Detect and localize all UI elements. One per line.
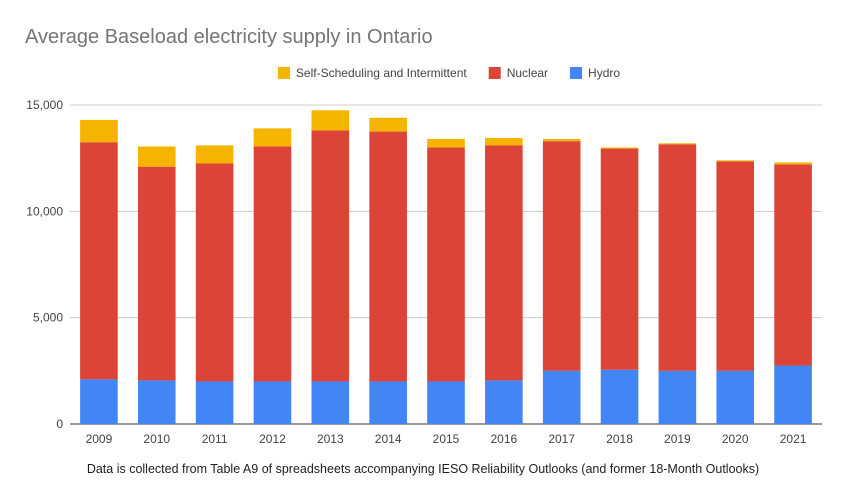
bar-stack-2016: [485, 137, 523, 424]
bar-nuclear-2012: [253, 146, 292, 382]
bar-self-scheduling-and-intermittent-2010: [137, 146, 176, 167]
legend-label: Hydro: [588, 66, 620, 80]
bar-stack-2019: [658, 143, 697, 424]
bar-self-scheduling-and-intermittent-2013: [311, 110, 350, 131]
x-tick-label: 2020: [722, 432, 749, 446]
x-tick-label: 2017: [548, 432, 575, 446]
bar-hydro-2014: [369, 381, 407, 424]
bar-nuclear-2016: [485, 145, 523, 381]
bar-self-scheduling-and-intermittent-2017: [542, 139, 581, 142]
bar-stack-2018: [600, 147, 639, 424]
legend-item-hydro: Hydro: [570, 66, 620, 80]
x-tick-label: 2021: [780, 432, 807, 446]
chart-caption: Data is collected from Table A9 of sprea…: [86, 462, 760, 476]
bar-stack-2020: [716, 160, 755, 424]
legend-item-self-scheduling-and-intermittent: Self-Scheduling and Intermittent: [277, 66, 467, 80]
y-tick-label: 0: [56, 417, 63, 431]
bar-stack-2017: [542, 139, 581, 424]
bar-hydro-2013: [311, 381, 350, 424]
bar-nuclear-2009: [80, 142, 118, 380]
bar-nuclear-2011: [195, 163, 234, 382]
x-tick-label: 2010: [143, 432, 170, 446]
bar-stack-2009: [80, 119, 118, 424]
x-tick-label: 2019: [664, 432, 691, 446]
bar-stack-2011: [195, 145, 234, 424]
x-tick-label: 2013: [317, 432, 344, 446]
bar-stack-2013: [311, 110, 350, 424]
bar-self-scheduling-and-intermittent-2020: [716, 160, 755, 162]
y-tick-label: 15,000: [26, 98, 63, 112]
bar-self-scheduling-and-intermittent-2021: [774, 162, 812, 165]
x-tick-label: 2014: [375, 432, 402, 446]
bar-nuclear-2020: [716, 161, 755, 371]
bar-stack-2021: [774, 162, 812, 424]
bar-hydro-2015: [427, 381, 465, 424]
legend-label: Nuclear: [507, 66, 548, 80]
bar-hydro-2016: [485, 380, 523, 424]
bar-stacks: [80, 110, 812, 424]
bar-self-scheduling-and-intermittent-2009: [80, 119, 118, 143]
bar-hydro-2017: [542, 370, 581, 424]
bar-nuclear-2010: [137, 166, 176, 381]
x-tick-label: 2018: [606, 432, 633, 446]
bar-self-scheduling-and-intermittent-2019: [658, 143, 697, 145]
x-axis: 2009 2010 2011 2012 2013 2014 2015 2016 2017 2018…: [86, 432, 807, 446]
bar-nuclear-2013: [311, 130, 350, 382]
x-tick-label: 2011: [202, 432, 228, 446]
bar-stack-2014: [369, 117, 407, 424]
bar-self-scheduling-and-intermittent-2014: [369, 117, 407, 132]
legend: Self-Scheduling and Intermittent Nuclear H…: [277, 66, 620, 80]
bar-nuclear-2014: [369, 131, 407, 382]
legend-swatch: [488, 67, 501, 79]
bar-hydro-2021: [774, 365, 812, 424]
bar-nuclear-2017: [542, 141, 581, 371]
chart-title: Average Baseload electricity supply in O…: [25, 26, 433, 48]
x-tick-label: 2016: [490, 432, 517, 446]
y-axis: 0 5,000 10,000 15,000: [26, 98, 63, 431]
bar-stack-2015: [427, 139, 465, 424]
legend-swatch: [570, 67, 583, 79]
bar-self-scheduling-and-intermittent-2016: [485, 137, 523, 146]
bar-hydro-2010: [137, 380, 176, 424]
bar-self-scheduling-and-intermittent-2012: [253, 128, 292, 147]
legend-swatch: [277, 67, 290, 79]
bar-nuclear-2019: [658, 144, 697, 371]
x-tick-label: 2009: [86, 432, 113, 446]
bar-self-scheduling-and-intermittent-2011: [195, 145, 234, 164]
bar-hydro-2012: [253, 381, 292, 424]
legend-item-nuclear: Nuclear: [488, 66, 548, 80]
bar-self-scheduling-and-intermittent-2015: [427, 139, 465, 148]
bar-hydro-2020: [716, 370, 755, 424]
bar-hydro-2019: [658, 370, 697, 424]
y-tick-label: 5,000: [33, 311, 63, 325]
x-tick-label: 2015: [433, 432, 460, 446]
bar-hydro-2011: [195, 381, 234, 424]
y-tick-label: 10,000: [26, 204, 63, 218]
x-tick-label: 2012: [259, 432, 286, 446]
legend-label: Self-Scheduling and Intermittent: [296, 66, 467, 80]
bar-self-scheduling-and-intermittent-2018: [600, 147, 639, 149]
bar-stack-2012: [253, 128, 292, 424]
bar-stack-2010: [137, 146, 176, 424]
bar-hydro-2009: [80, 379, 118, 424]
bar-nuclear-2021: [774, 164, 812, 366]
bar-nuclear-2015: [427, 147, 465, 382]
bar-nuclear-2018: [600, 148, 639, 370]
bar-hydro-2018: [600, 369, 639, 424]
